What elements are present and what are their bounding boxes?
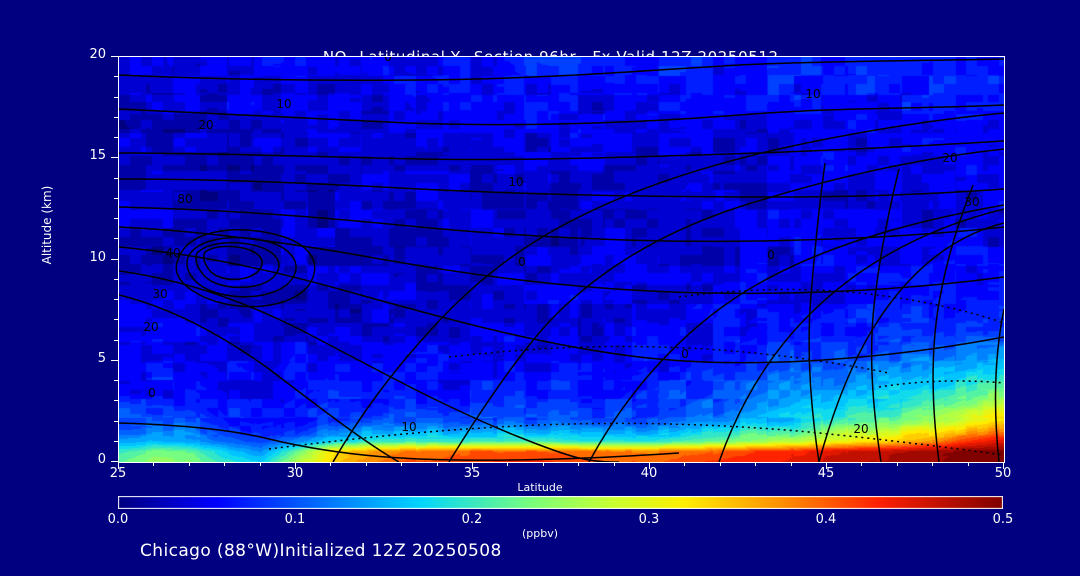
x-axis-minor-tick (578, 462, 580, 466)
x-axis-tick-label: 35 (463, 466, 481, 481)
y-axis-tick (111, 258, 118, 260)
y-axis-tick (111, 157, 118, 159)
x-axis-minor-tick (507, 462, 509, 466)
x-axis-tick-label: 45 (817, 466, 835, 481)
x-axis-tick (1003, 462, 1004, 469)
colorbar-tick-label: 0.0 (107, 512, 129, 527)
x-axis-minor-tick (188, 462, 190, 466)
x-axis-minor-tick (719, 462, 721, 466)
y-axis-minor-tick (114, 278, 118, 280)
y-axis-minor-tick (114, 177, 118, 179)
colorbar[interactable] (118, 496, 1003, 509)
x-axis-tick (118, 462, 119, 469)
y-axis-minor-tick (114, 440, 118, 442)
x-axis-tick-label: 30 (286, 466, 304, 481)
y-axis-label: Altitude (km) (40, 185, 54, 265)
x-axis-minor-tick (153, 462, 155, 466)
x-axis-minor-tick (967, 462, 969, 466)
colorbar-tick-label: 0.5 (992, 512, 1014, 527)
x-axis-tick-label: 40 (640, 466, 658, 481)
x-axis-tick (649, 462, 650, 469)
y-axis-minor-tick (114, 197, 118, 199)
colorbar-tick-label: 0.4 (815, 512, 837, 527)
x-axis-minor-tick (755, 462, 757, 466)
x-axis-minor-tick (401, 462, 403, 466)
y-axis-tick (111, 461, 118, 462)
colorbar-tick-label: 0.3 (638, 512, 660, 527)
x-axis-tick-label: 25 (109, 466, 127, 481)
no2-shaded-field (119, 57, 1004, 462)
y-axis-tick (111, 56, 118, 57)
y-axis-tick-label: 10 (89, 249, 106, 265)
y-axis-minor-tick (114, 339, 118, 341)
y-axis-minor-tick (114, 319, 118, 321)
y-axis-minor-tick (114, 380, 118, 381)
x-axis-tick-label: 50 (994, 466, 1012, 481)
x-axis-minor-tick (436, 462, 438, 466)
y-axis-minor-tick (114, 299, 118, 300)
y-axis-tick (111, 359, 118, 361)
y-axis-tick-label: 20 (89, 47, 106, 62)
x-axis-minor-tick (613, 462, 615, 466)
x-axis-minor-tick (259, 462, 261, 466)
y-axis-minor-tick (114, 96, 118, 98)
x-axis-tick (472, 462, 473, 469)
x-axis-minor-tick (224, 462, 226, 466)
y-axis-minor-tick (114, 238, 118, 240)
x-axis-minor-tick (790, 462, 792, 466)
y-axis-tick-label: 5 (97, 350, 106, 366)
x-axis-minor-tick (365, 462, 367, 466)
y-axis-minor-tick (114, 218, 118, 219)
x-axis-minor-tick (932, 462, 934, 466)
x-axis-minor-tick (542, 462, 544, 466)
y-axis-minor-tick (114, 400, 118, 402)
x-axis-minor-tick (896, 462, 898, 466)
footer-caption: Chicago (88°W)Initialized 12Z 20250508 (140, 541, 502, 561)
colorbar-gradient (118, 496, 1003, 509)
colorbar-title: Latitude (517, 481, 563, 494)
colorbar-tick-label: 0.2 (461, 512, 483, 527)
y-axis-minor-tick (114, 137, 118, 138)
colorbar-units: (ppbv) (521, 527, 559, 540)
y-axis-tick-label: 15 (89, 148, 106, 164)
x-axis-minor-tick (330, 462, 332, 466)
x-axis-minor-tick (684, 462, 686, 466)
x-axis-tick (826, 462, 827, 469)
plot-area[interactable]: 0 10 20 80 40 30 20 10 0 0 10 20 30 0 20 10 0 (118, 56, 1005, 463)
y-axis-tick-label: 0 (97, 452, 106, 467)
colorbar-tick-label: 0.1 (284, 512, 306, 527)
x-axis-tick (295, 462, 296, 469)
y-axis-minor-tick (114, 420, 118, 422)
y-axis-minor-tick (114, 116, 118, 118)
y-axis-minor-tick (114, 76, 118, 78)
x-axis-minor-tick (861, 462, 863, 466)
